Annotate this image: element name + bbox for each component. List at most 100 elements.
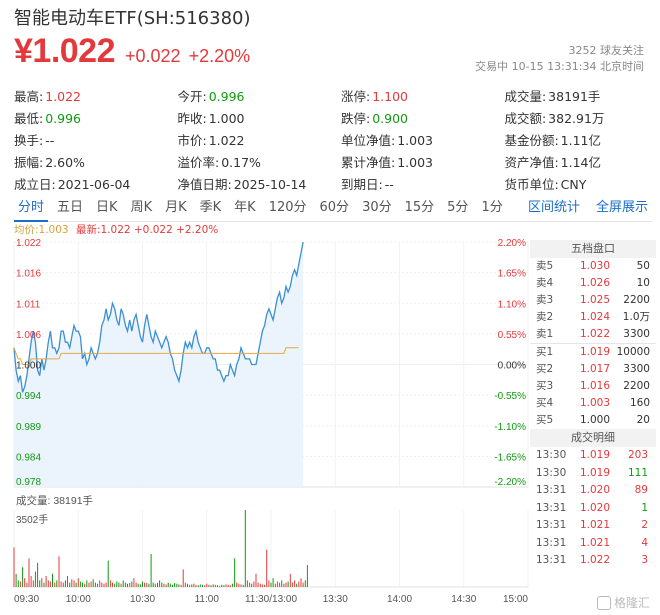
legend-last: 最新:1.022 +0.022 +2.20%	[75, 224, 219, 236]
tab-period[interactable]: 日K	[96, 199, 118, 215]
bid-volume: 160	[629, 397, 650, 409]
price-change: +0.022	[125, 46, 181, 66]
time-tick-label: 11:30/13:00	[245, 594, 298, 605]
stat-label: 单位净值:	[340, 132, 396, 148]
tab-period[interactable]: 15分	[404, 199, 435, 215]
stat-label: 昨收:	[177, 110, 207, 126]
ask-label: 卖2	[536, 311, 554, 323]
price-tick-label: 1.022	[16, 238, 41, 249]
stat-value: CNY	[560, 176, 587, 192]
stat-label: 到期日:	[340, 176, 383, 192]
bid-price: 1.016	[579, 380, 610, 392]
order-book: 五档盘口 卖5 1.030 50 卖4 1.026 10 卖3 1.025 2200 卖2 1.02…	[530, 240, 656, 570]
ask-row[interactable]: 卖2 1.024 1.0万	[530, 309, 656, 326]
tab-period[interactable]: 周K	[130, 199, 153, 215]
deal-price: 1.019	[579, 449, 610, 461]
ask-row[interactable]: 卖5 1.030 50	[530, 258, 656, 275]
stat-label: 累计净值:	[340, 154, 396, 170]
deal-list: 13:30 1.019 203 13:30 1.019 111 13:31 1.020 89 13…	[530, 447, 656, 570]
stat-label: 成交额:	[504, 110, 547, 126]
stat-label: 今开:	[177, 88, 207, 104]
price-tick-label: 0.978	[16, 477, 41, 488]
stat-label: 最高:	[14, 88, 44, 104]
stat-item: 昨收: 1.000	[177, 108, 340, 127]
tab-period[interactable]: 60分	[319, 199, 350, 215]
stat-item: 最高: 1.022	[14, 86, 177, 105]
tab-period[interactable]: 年K	[234, 199, 256, 215]
stats-row: 最低: 0.996 昨收: 1.000 跌停: 0.900 成交额: 382.91万	[14, 106, 654, 128]
tab-period[interactable]: 5分	[447, 199, 469, 215]
stat-label: 资产净值:	[504, 154, 559, 170]
ask-row[interactable]: 卖3 1.025 2200	[530, 292, 656, 309]
stat-value: 1.000	[208, 110, 245, 126]
ask-price: 1.030	[579, 260, 610, 272]
tab-period[interactable]: 120分	[268, 199, 307, 215]
stat-value: 0.996	[45, 110, 82, 126]
stat-label: 市价:	[177, 132, 207, 148]
ask-row[interactable]: 卖4 1.026 10	[530, 275, 656, 292]
stat-value: --	[384, 176, 394, 192]
stat-label: 振幅:	[14, 154, 44, 170]
tab-period[interactable]: 月K	[165, 199, 187, 215]
stat-item: 单位净值: 1.003	[341, 130, 504, 149]
deal-row: 13:30 1.019 203	[530, 447, 656, 465]
tab-period[interactable]: 五日	[57, 199, 84, 215]
stat-label: 货币单位:	[504, 176, 559, 192]
tab-period[interactable]: 季K	[199, 199, 222, 215]
bid-label: 买2	[536, 363, 554, 375]
stat-label: 换手:	[14, 132, 44, 148]
bid-volume: 20	[636, 414, 650, 426]
stat-value: 0.900	[372, 110, 408, 126]
stat-item: 累计净值: 1.003	[341, 152, 504, 171]
legend-avg: 均价:1.003	[14, 224, 69, 236]
stat-value: 2025-10-14	[233, 176, 307, 192]
pct-tick-label: 1.10%	[498, 299, 526, 310]
pct-tick-label: 0.00%	[498, 361, 526, 372]
tab-period[interactable]: 1分	[481, 199, 503, 215]
stat-value: 1.003	[397, 154, 433, 170]
watermark-text: 格隆汇	[613, 596, 650, 610]
stats-row: 振幅: 2.60% 溢价率: 0.17% 累计净值: 1.003 资产净值: 1.14亿	[14, 150, 654, 172]
chart-canvas[interactable]: 1.022 2.20% 1.016 1.65% 1.011 1.10% 1.006 0.55%…	[0, 222, 660, 615]
deal-price: 1.021	[579, 519, 610, 531]
period-tabs: 分时 五日 日K 周K 月K 季K 年K 120分 60分 30分 15分 5分 1分 区间统计 全屏展示	[14, 196, 652, 222]
deal-row: 13:31 1.020 89	[530, 482, 656, 500]
time-tick-label: 09:30	[14, 594, 39, 605]
ask-label: 卖4	[536, 277, 554, 289]
ask-row[interactable]: 卖1 1.022 3300	[530, 326, 656, 343]
followers-count[interactable]: 3252 球友关注	[568, 44, 645, 57]
price-line	[13, 241, 304, 393]
stat-item: 溢价率: 0.17%	[177, 152, 340, 171]
fund-title: 智能电动车ETF(SH:516380)	[14, 8, 251, 29]
pct-tick-label: -2.20%	[494, 477, 526, 488]
bid-row[interactable]: 买1 1.019 10000	[530, 344, 656, 361]
deal-time: 13:31	[536, 519, 567, 531]
pct-tick-label: 2.20%	[498, 238, 526, 249]
price-change-pct: +2.20%	[188, 46, 251, 66]
ask-label: 卖1	[536, 328, 554, 340]
bid-row[interactable]: 买3 1.016 2200	[530, 378, 656, 395]
tab-period[interactable]: 30分	[362, 199, 392, 215]
stats-row: 最高: 1.022 今开: 0.996 涨停: 1.100 成交量: 38191手	[14, 84, 654, 106]
time-tick-label: 10:30	[130, 594, 155, 605]
bid-row[interactable]: 买4 1.003 160	[530, 395, 656, 412]
stat-label: 基金份额:	[504, 132, 559, 148]
stat-value: 2.60%	[45, 154, 85, 170]
deal-time: 13:31	[536, 484, 567, 496]
stat-value: 1.100	[372, 88, 408, 104]
bid-row[interactable]: 买5 1.000 20	[530, 412, 656, 429]
tab-period[interactable]: 分时	[14, 196, 49, 222]
range-stats-link[interactable]: 区间统计	[527, 200, 580, 215]
ask-volume: 10	[636, 277, 650, 289]
time-tick-label: 15:00	[503, 594, 528, 605]
time-tick-label: 11:00	[195, 594, 220, 605]
stat-item: 到期日: --	[341, 174, 504, 193]
stat-item: 今开: 0.996	[177, 86, 340, 105]
bid-row[interactable]: 买2 1.017 3300	[530, 361, 656, 378]
price-tick-label: 0.994	[16, 391, 41, 402]
deal-quantity: 1	[641, 501, 648, 514]
ask-volume: 1.0万	[622, 311, 650, 323]
bid-volume: 10000	[616, 346, 650, 358]
fullscreen-link[interactable]: 全屏展示	[595, 200, 648, 215]
bid-label: 买5	[536, 414, 554, 426]
